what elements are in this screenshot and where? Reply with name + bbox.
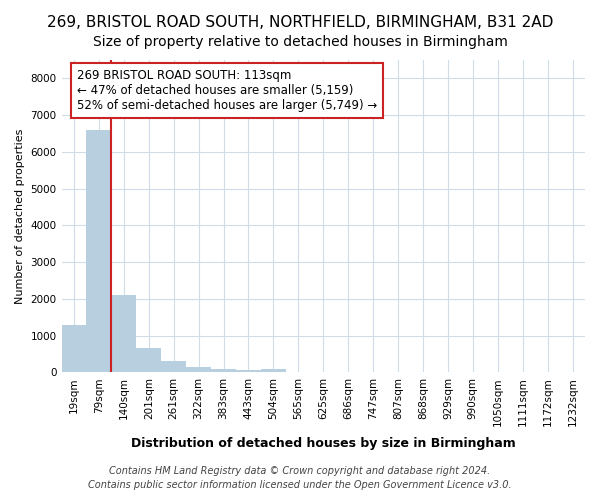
Bar (112, 295, 136, 372)
Bar (236, 370, 261, 372)
Bar (86, 130, 112, 372)
Bar (186, 367, 211, 372)
Text: 269, BRISTOL ROAD SOUTH, NORTHFIELD, BIRMINGHAM, B31 2AD: 269, BRISTOL ROAD SOUTH, NORTHFIELD, BIR… (47, 15, 553, 30)
Y-axis label: Number of detached properties: Number of detached properties (15, 128, 25, 304)
Bar (211, 368, 236, 372)
X-axis label: Distribution of detached houses by size in Birmingham: Distribution of detached houses by size … (131, 437, 515, 450)
Text: Size of property relative to detached houses in Birmingham: Size of property relative to detached ho… (92, 35, 508, 49)
Text: 269 BRISTOL ROAD SOUTH: 113sqm
← 47% of detached houses are smaller (5,159)
52% : 269 BRISTOL ROAD SOUTH: 113sqm ← 47% of … (77, 70, 377, 112)
Text: Contains HM Land Registry data © Crown copyright and database right 2024.
Contai: Contains HM Land Registry data © Crown c… (88, 466, 512, 490)
Bar (62, 324, 86, 372)
Bar (261, 368, 286, 372)
Bar (136, 348, 161, 372)
Bar (161, 362, 186, 372)
